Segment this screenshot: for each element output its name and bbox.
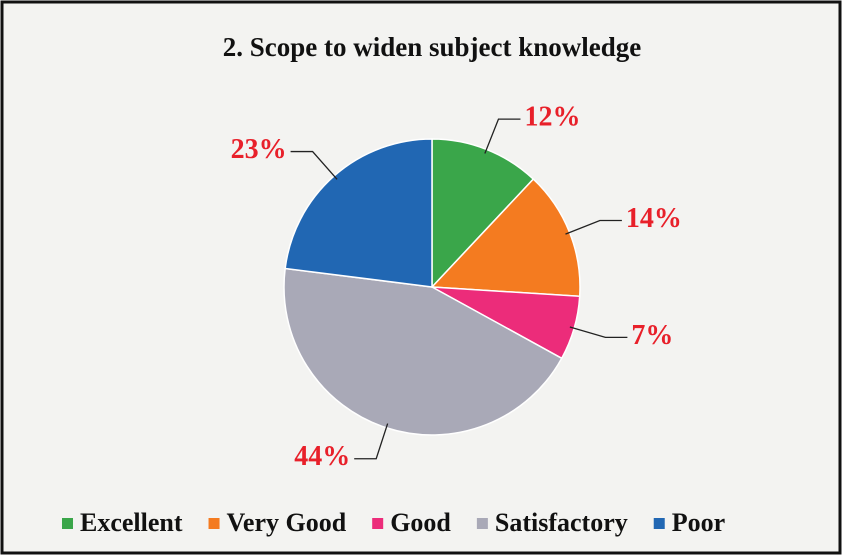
- data-label: 44%: [294, 441, 350, 472]
- legend-label: Very Good: [227, 508, 347, 537]
- data-label: 12%: [524, 102, 580, 133]
- leader-line: [565, 219, 622, 235]
- legend-marker: [62, 518, 73, 529]
- legend-label: Excellent: [80, 508, 183, 537]
- leader-line: [354, 423, 389, 460]
- legend-marker: [208, 518, 220, 529]
- data-label: 14%: [626, 203, 682, 234]
- legend-label: Satisfactory: [495, 508, 628, 537]
- data-label: 7%: [631, 320, 673, 351]
- legend-marker: [653, 518, 665, 529]
- data-label: 23%: [231, 134, 287, 165]
- legend-marker: [476, 518, 488, 529]
- legend-marker: [372, 518, 384, 529]
- chart-title: 2. Scope to widen subject knowledge: [223, 32, 642, 62]
- leader-line: [569, 326, 628, 339]
- leader-line: [290, 150, 338, 180]
- legend-label: Good: [390, 508, 451, 537]
- legend-label: Poor: [672, 508, 725, 537]
- leader-line: [484, 118, 521, 154]
